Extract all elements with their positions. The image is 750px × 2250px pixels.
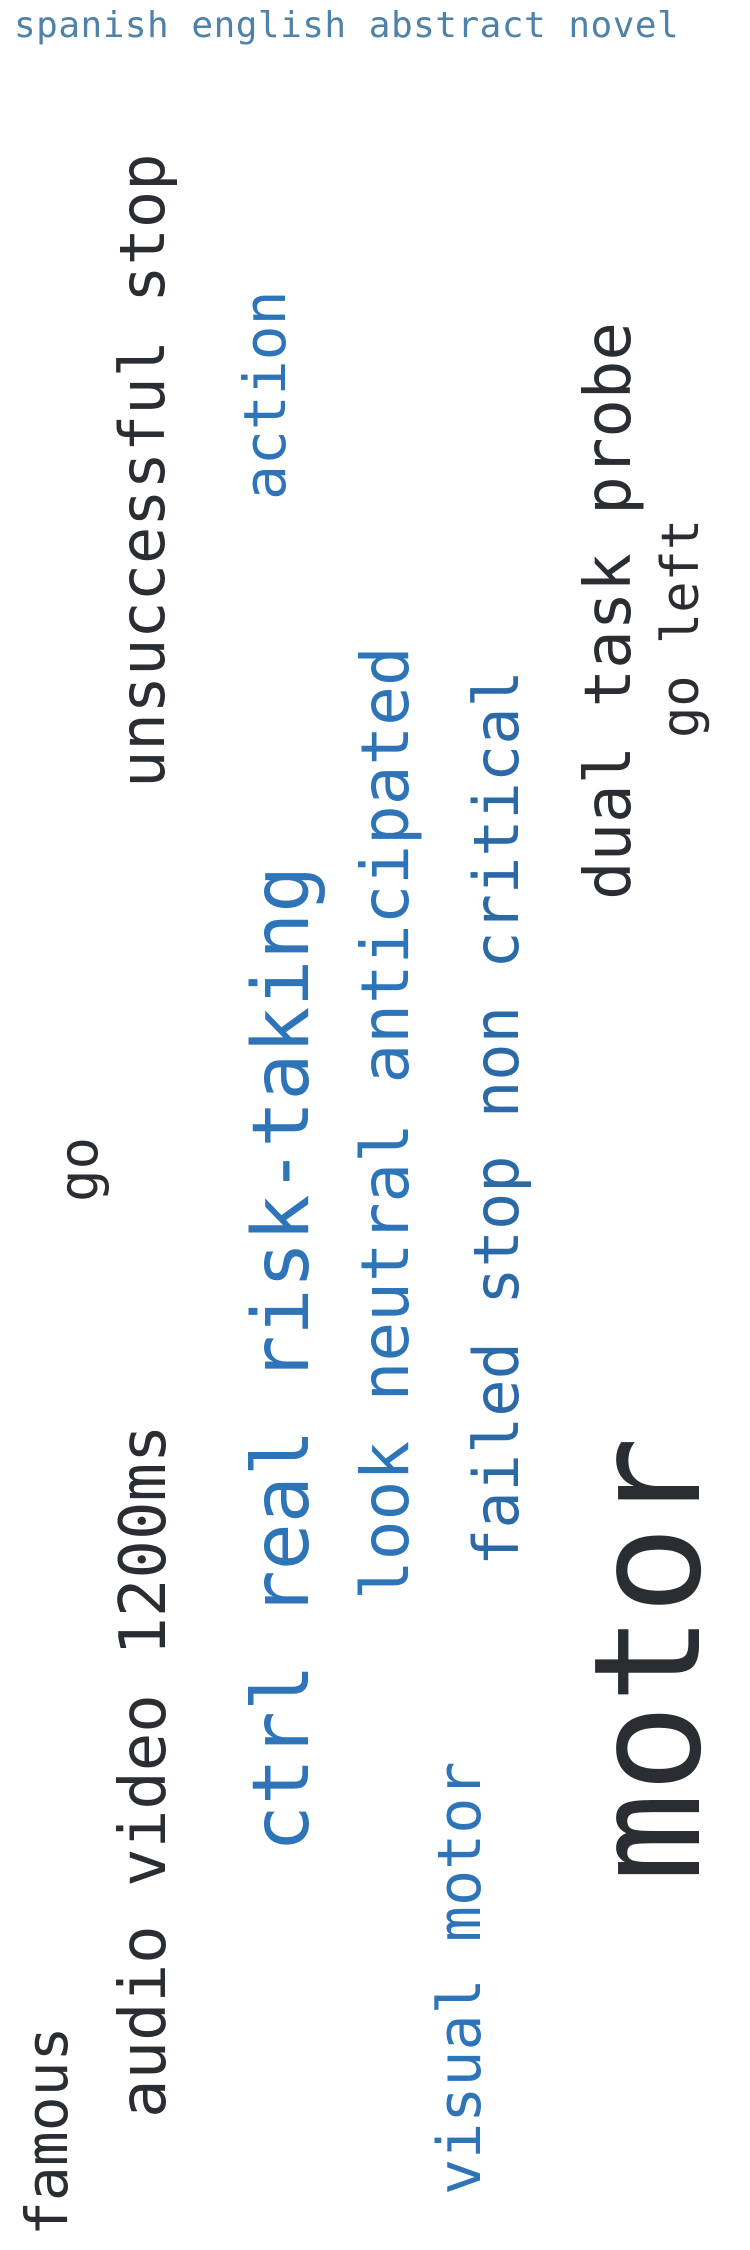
word-action: action — [231, 290, 299, 500]
word-unsuccessful-stop: unsuccessful stop — [106, 153, 179, 788]
word-failed-stop-non-critical: failed stop non critical — [460, 670, 533, 1566]
word-go-left: go left — [651, 518, 711, 738]
word-go: go — [47, 1136, 110, 1202]
word-audio-video-1200ms: audio video 1200ms — [107, 1424, 181, 2118]
word-visual-motor: visual motor — [425, 1761, 495, 2195]
word-famous: famous — [13, 2026, 81, 2236]
top-caption: spanish english abstract novel — [14, 5, 680, 46]
word-look-neutral-anticipated: look neutral anticipated — [347, 646, 424, 1600]
word-dual-task-probe: dual task probe — [572, 322, 646, 900]
word-motor: motor — [562, 1436, 734, 1882]
word-ctrl-real-risk-taking: ctrl real risk-taking — [237, 865, 327, 1852]
